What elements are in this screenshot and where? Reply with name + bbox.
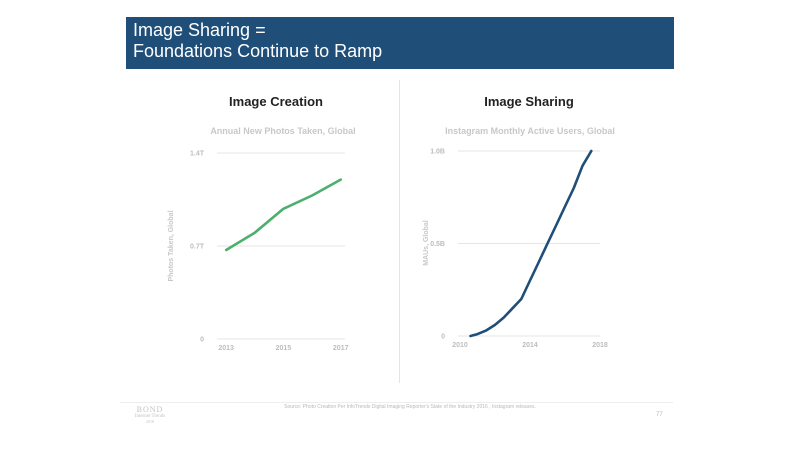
logo-line-2: Internet Trends (134, 414, 166, 419)
source-note: Source: Photo Creation Per InfoTrends Di… (284, 404, 536, 410)
right-panel-heading: Image Sharing (484, 94, 574, 109)
page-number: 77 (656, 412, 663, 418)
footer-divider (120, 402, 673, 403)
slide-title: Image Sharing = Foundations Continue to … (126, 17, 674, 69)
left-series-line (224, 178, 343, 252)
right-x-tick-label: 2010 (452, 342, 468, 349)
right-y-tick-label: 0.5B (430, 241, 445, 248)
left-y-tick-label: 0.7T (190, 244, 205, 251)
left-panel-heading: Image Creation (229, 94, 323, 109)
left-y-tick-label: 0 (200, 337, 204, 344)
bond-logo: BOND Internet Trends 2018 (128, 405, 172, 424)
left-x-tick-label: 2017 (333, 345, 349, 352)
left-chart-title: Annual New Photos Taken, Global (210, 126, 356, 136)
right-y-axis-label: MAUs, Global (423, 220, 430, 266)
right-y-tick-label: 1.0B (430, 149, 445, 156)
left-x-tick-label: 2015 (276, 345, 292, 352)
panel-divider (399, 80, 400, 383)
logo-line-1: BOND (136, 405, 164, 414)
right-x-tick-label: 2014 (522, 342, 538, 349)
right-y-tick-label: 0 (441, 334, 445, 341)
right-chart-title: Instagram Monthly Active Users, Global (445, 126, 615, 136)
left-x-tick-label: 2013 (218, 345, 234, 352)
left-y-axis-label: Photos Taken, Global (168, 210, 175, 281)
slide-title-line-1: Image Sharing = (133, 20, 266, 40)
right-series-line (469, 149, 593, 338)
slide-title-line-2: Foundations Continue to Ramp (133, 41, 383, 61)
left-y-tick-label: 1.4T (190, 151, 205, 158)
logo-line-3: 2018 (146, 419, 154, 424)
right-x-tick-label: 2018 (592, 342, 608, 349)
